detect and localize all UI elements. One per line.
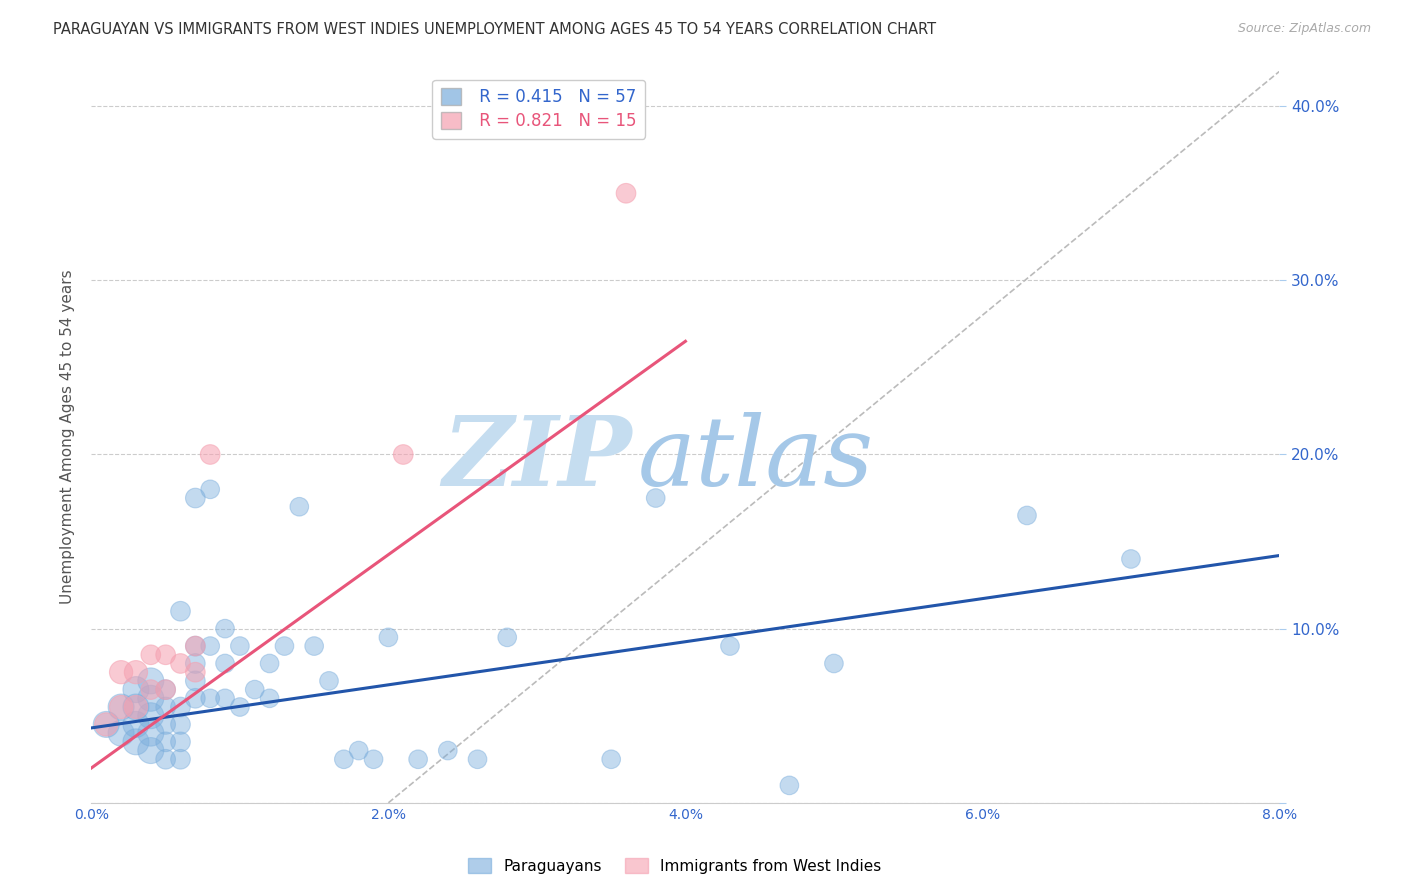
Point (96, 717, 118, 731)
Point (214, 622, 236, 636)
Text: PARAGUAYAN VS IMMIGRANTS FROM WEST INDIES UNEMPLOYMENT AMONG AGES 45 TO 54 YEARS: PARAGUAYAN VS IMMIGRANTS FROM WEST INDIE… (53, 22, 936, 37)
Point (229, 639, 252, 653)
Point (110, 700, 132, 714)
Point (184, 491, 207, 505)
Point (139, 682, 162, 697)
Legend:  R = 0.415   N = 57,  R = 0.821   N = 15: R = 0.415 N = 57, R = 0.821 N = 15 (433, 79, 645, 138)
Point (392, 448, 415, 462)
Y-axis label: Unemployment Among Ages 45 to 54 years: Unemployment Among Ages 45 to 54 years (60, 269, 76, 605)
Legend: Paraguayans, Immigrants from West Indies: Paraguayans, Immigrants from West Indies (463, 852, 887, 880)
Point (169, 717, 191, 731)
Text: ZIP: ZIP (443, 412, 631, 506)
Point (614, 186, 637, 201)
Point (363, 752, 385, 766)
Point (125, 700, 148, 714)
Point (125, 682, 148, 697)
Text: Source: ZipAtlas.com: Source: ZipAtlas.com (1237, 22, 1371, 36)
Point (259, 657, 281, 671)
Point (139, 691, 162, 706)
Point (169, 752, 191, 766)
Point (155, 735, 177, 749)
Point (229, 700, 252, 714)
Point (184, 673, 207, 688)
Point (302, 639, 325, 653)
Point (169, 604, 191, 618)
Point (184, 665, 207, 680)
Point (1015, 508, 1038, 523)
Point (377, 631, 399, 645)
Point (155, 717, 177, 731)
Point (184, 639, 207, 653)
Point (110, 665, 132, 680)
Point (214, 657, 236, 671)
Point (200, 448, 222, 462)
Point (200, 691, 222, 706)
Point (169, 700, 191, 714)
Point (467, 752, 489, 766)
Point (169, 735, 191, 749)
Point (600, 752, 623, 766)
Point (96, 717, 118, 731)
Point (288, 500, 311, 514)
Point (125, 717, 148, 731)
Point (184, 639, 207, 653)
Point (125, 735, 148, 749)
Point (406, 752, 429, 766)
Point (155, 682, 177, 697)
Point (139, 708, 162, 723)
Point (1119, 552, 1142, 566)
Point (778, 778, 800, 792)
Point (139, 743, 162, 757)
Point (200, 483, 222, 497)
Point (125, 700, 148, 714)
Point (243, 682, 266, 697)
Point (823, 657, 845, 671)
Text: atlas: atlas (638, 412, 875, 506)
Point (200, 639, 222, 653)
Point (347, 743, 370, 757)
Point (644, 491, 666, 505)
Point (318, 673, 340, 688)
Point (214, 691, 236, 706)
Point (139, 648, 162, 662)
Point (139, 673, 162, 688)
Point (259, 691, 281, 706)
Point (125, 665, 148, 680)
Point (169, 657, 191, 671)
Point (333, 752, 356, 766)
Point (139, 726, 162, 740)
Point (496, 631, 519, 645)
Point (110, 726, 132, 740)
Point (273, 639, 295, 653)
Point (184, 657, 207, 671)
Point (155, 648, 177, 662)
Point (110, 700, 132, 714)
Point (718, 639, 741, 653)
Point (155, 752, 177, 766)
Point (184, 691, 207, 706)
Point (155, 700, 177, 714)
Point (436, 743, 458, 757)
Point (155, 682, 177, 697)
